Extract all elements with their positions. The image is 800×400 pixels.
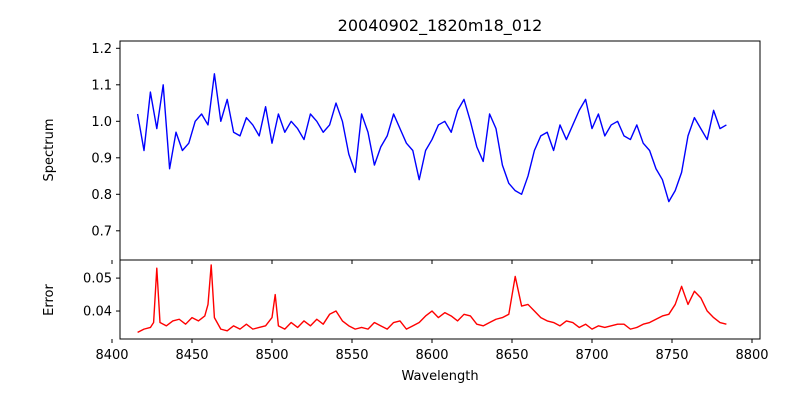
error-panel: 0.04 0.05 8400 8450 8500 8550 8600 8650 8700 875… (42, 259, 769, 384)
spectrum-y-tick-label: 0.8 (91, 188, 112, 203)
error-x-tick-label: 8700 (575, 348, 608, 363)
error-x-tick-label: 8500 (255, 348, 288, 363)
spectrum-panel: 0.7 0.8 0.9 1.0 1.1 1.2 Spectrum (42, 40, 761, 264)
error-x-tick-label: 8600 (415, 348, 448, 363)
spectrum-axes-frame (119, 40, 761, 261)
error-x-tick-label: 8750 (655, 348, 688, 363)
error-axes-frame (119, 259, 761, 340)
spectrum-y-tick-label: 0.7 (91, 224, 112, 239)
spectrum-y-tick-label: 1.1 (91, 78, 112, 93)
error-y-tick-label: 0.04 (83, 305, 112, 320)
spectrum-y-axis-label: Spectrum (42, 119, 57, 182)
error-series-line (137, 264, 727, 334)
error-x-tick-label: 8550 (335, 348, 368, 363)
error-x-tick-label: 8400 (95, 348, 128, 363)
error-x-tick-label: 8800 (735, 348, 768, 363)
error-y-axis-label: Error (42, 284, 57, 316)
spectrum-series-line (136, 73, 727, 203)
spectrum-y-tick-label: 0.9 (91, 151, 112, 166)
error-x-tick-label: 8450 (175, 348, 208, 363)
error-x-tick-label: 8650 (495, 348, 528, 363)
chart-title: 20040902_1820m18_012 (338, 16, 543, 36)
x-axis-label: Wavelength (401, 369, 478, 384)
error-y-tick-label: 0.05 (83, 272, 112, 287)
spectrum-y-tick-label: 1.2 (91, 42, 112, 57)
spectrum-y-tick-label: 1.0 (91, 115, 112, 130)
